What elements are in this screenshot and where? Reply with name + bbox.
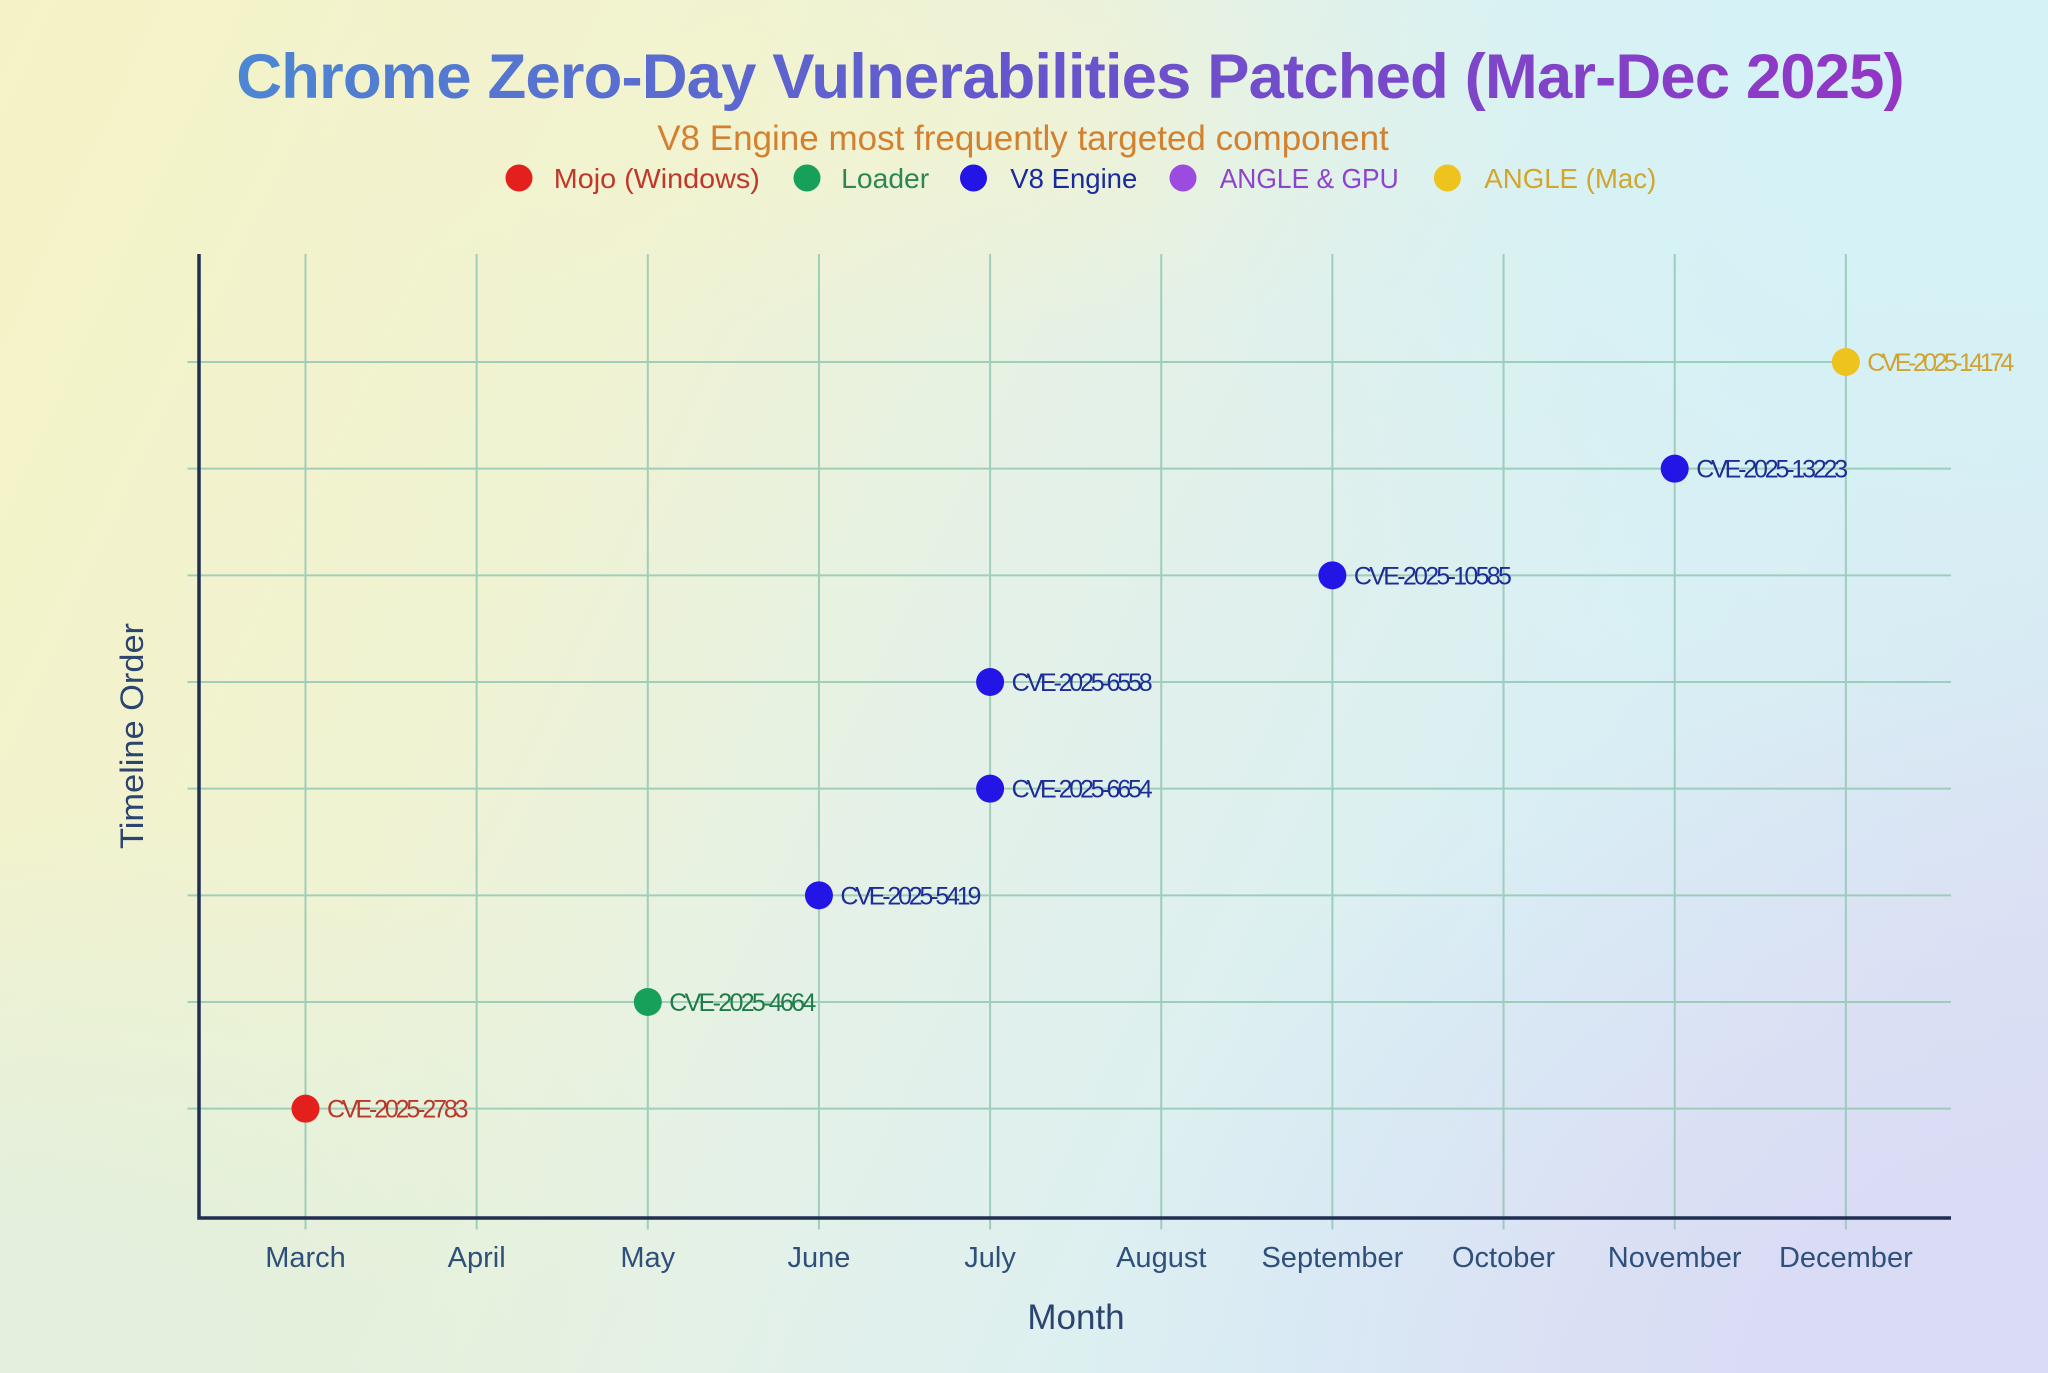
svg-text:Chrome Zero-Day Vulnerabilitie: Chrome Zero-Day Vulnerabilities Patched … (236, 42, 1904, 112)
svg-text:Mojo (Windows): Mojo (Windows) (554, 163, 760, 194)
svg-text:Month: Month (1027, 1298, 1124, 1337)
svg-text:CVE-2025-4664: CVE-2025-4664 (669, 989, 816, 1017)
svg-text:June: June (788, 1242, 851, 1274)
svg-text:CVE-2025-5419: CVE-2025-5419 (840, 882, 981, 910)
svg-text:CVE-2025-14174: CVE-2025-14174 (1867, 349, 2014, 377)
svg-text:August: August (1116, 1242, 1206, 1274)
svg-text:ANGLE & GPU: ANGLE & GPU (1220, 163, 1399, 194)
svg-text:CVE-2025-6654: CVE-2025-6654 (1012, 776, 1153, 804)
svg-text:ANGLE (Mac): ANGLE (Mac) (1484, 163, 1656, 194)
svg-text:CVE-2025-10585: CVE-2025-10585 (1354, 562, 1512, 590)
svg-text:November: November (1608, 1242, 1742, 1274)
svg-text:September: September (1261, 1242, 1403, 1274)
svg-text:CVE-2025-6558: CVE-2025-6558 (1012, 669, 1153, 697)
svg-text:April: April (448, 1242, 506, 1274)
svg-text:Timeline Order: Timeline Order (114, 623, 150, 849)
svg-text:CVE-2025-2783: CVE-2025-2783 (327, 1096, 469, 1124)
svg-text:July: July (964, 1242, 1016, 1274)
svg-text:V8 Engine most frequently targ: V8 Engine most frequently targeted compo… (657, 119, 1389, 158)
svg-text:V8 Engine: V8 Engine (1010, 163, 1137, 194)
svg-text:CVE-2025-13223: CVE-2025-13223 (1696, 456, 1848, 484)
svg-text:March: March (265, 1242, 346, 1274)
svg-text:May: May (620, 1242, 675, 1274)
svg-text:October: October (1452, 1242, 1555, 1274)
svg-text:December: December (1779, 1242, 1913, 1274)
svg-text:Loader: Loader (841, 163, 929, 194)
